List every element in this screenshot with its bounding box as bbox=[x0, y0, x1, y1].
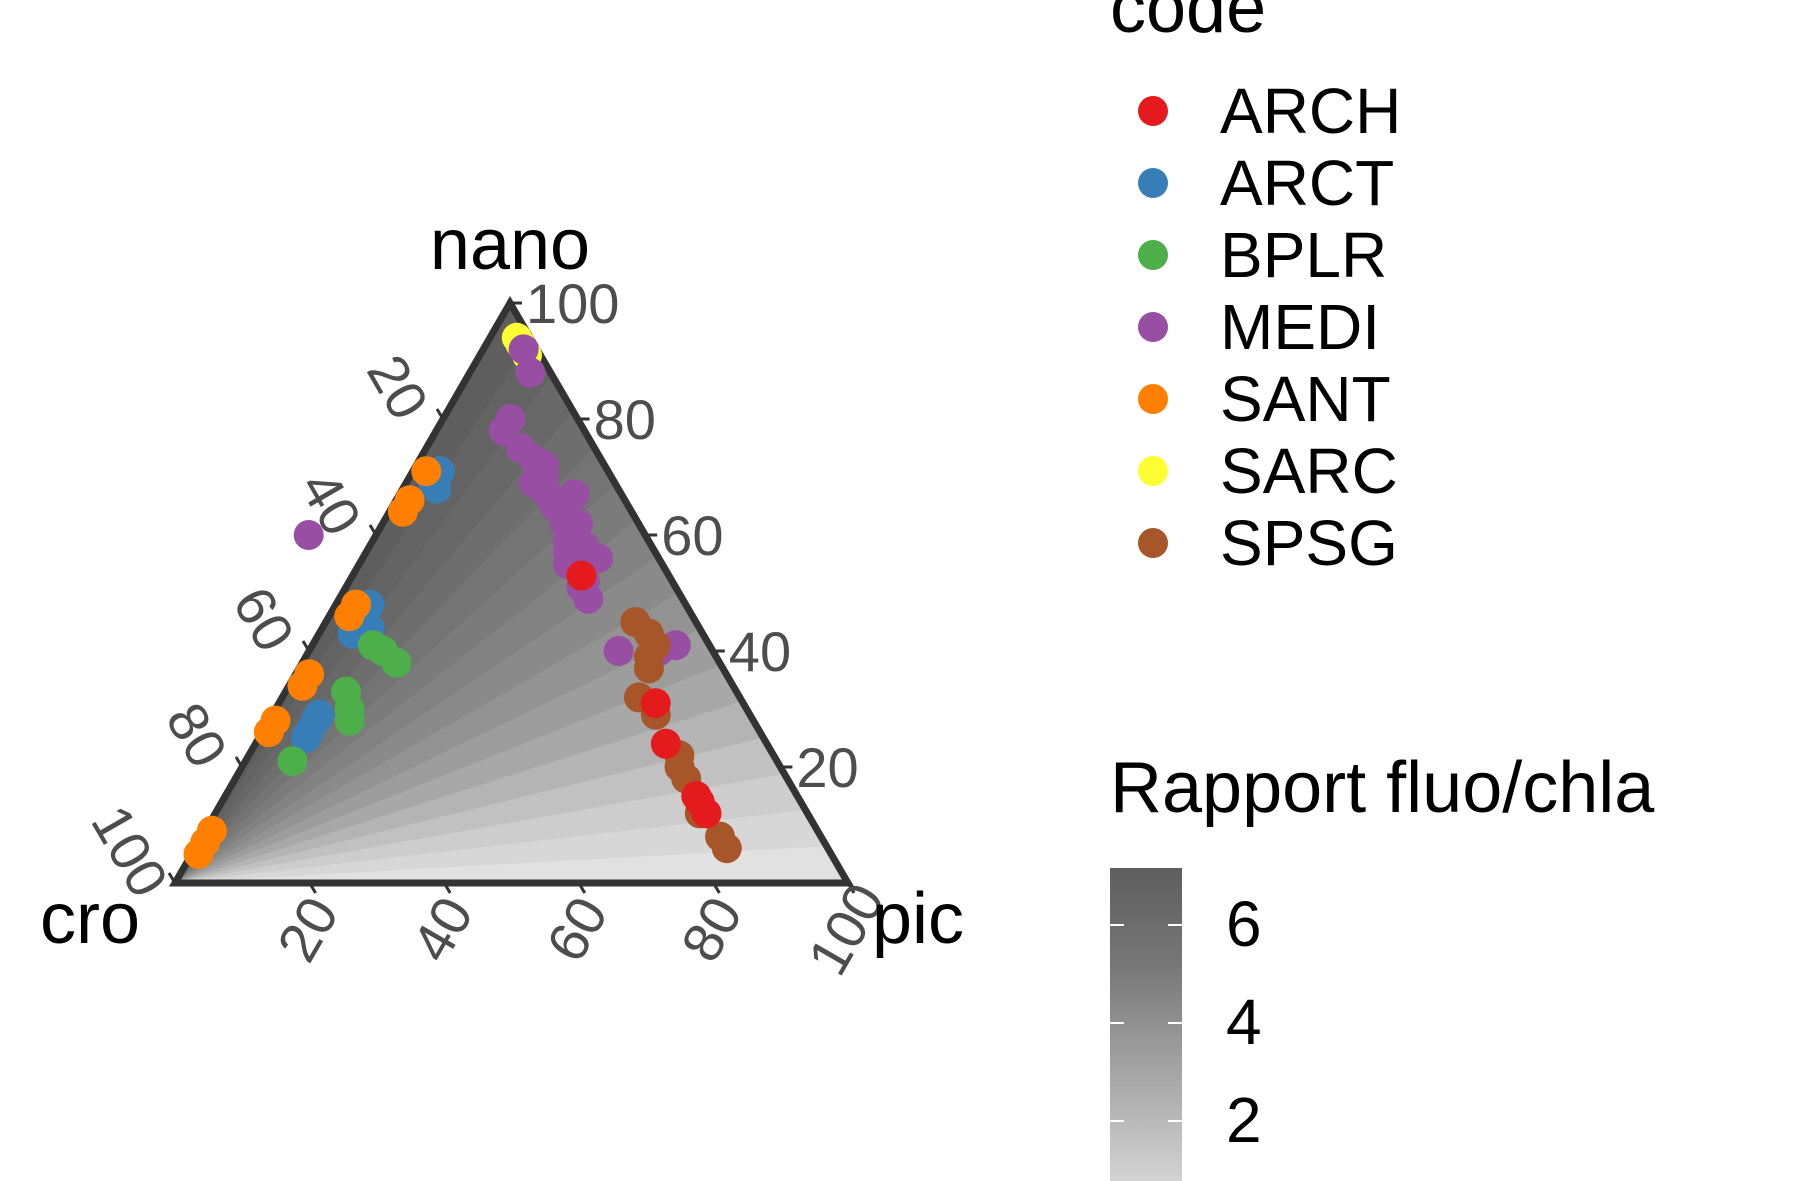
data-point-spsg bbox=[711, 833, 742, 864]
nano-tick-label: 80 bbox=[594, 388, 656, 451]
legend-label: SARC bbox=[1220, 435, 1398, 507]
data-point-medi bbox=[293, 520, 324, 550]
legend-label: SPSG bbox=[1220, 507, 1398, 579]
data-point-bplr bbox=[277, 746, 308, 777]
pico-tick-label: 80 bbox=[669, 886, 755, 971]
color-legend-title: code bbox=[1110, 0, 1267, 48]
ternary-frame bbox=[168, 296, 855, 887]
legend-key-dot bbox=[1138, 312, 1168, 342]
legend-item-sarc: SARC bbox=[1110, 439, 1710, 503]
nano-tick-label: 100 bbox=[526, 272, 619, 335]
apex-label-left: cro bbox=[40, 879, 140, 959]
data-point-arct bbox=[290, 723, 321, 753]
pico-tick-label: 20 bbox=[265, 886, 351, 971]
data-point-bplr bbox=[381, 647, 412, 678]
legend-item-arct: ARCT bbox=[1110, 151, 1710, 215]
legend-item-arch: ARCH bbox=[1110, 79, 1710, 143]
data-point-sant bbox=[183, 839, 214, 869]
colorbar-tick-label: 6 bbox=[1226, 888, 1262, 960]
nano-tick-label: 60 bbox=[661, 504, 723, 567]
legend-key-dot bbox=[1138, 168, 1168, 198]
legend-item-bplr: BPLR bbox=[1110, 223, 1710, 287]
data-point-spsg bbox=[633, 653, 664, 684]
data-point-arch bbox=[691, 798, 722, 829]
legend-label: BPLR bbox=[1220, 219, 1388, 291]
legend-key-dot bbox=[1138, 528, 1168, 558]
nano-tick-label: 20 bbox=[796, 736, 858, 799]
data-point-arch bbox=[650, 728, 681, 759]
legend-item-sant: SANT bbox=[1110, 367, 1710, 431]
legend-item-spsg: SPSG bbox=[1110, 511, 1710, 575]
apex-label-right: pic bbox=[872, 879, 964, 959]
pico-tick-label: 40 bbox=[399, 886, 485, 971]
legend-key-dot bbox=[1138, 456, 1168, 486]
legend-key-dot bbox=[1138, 384, 1168, 414]
data-point-medi bbox=[515, 357, 546, 388]
colorbar-tick-mark bbox=[1110, 1022, 1124, 1024]
colorbar-tick-mark bbox=[1110, 924, 1124, 926]
data-point-sant bbox=[253, 717, 284, 748]
fill-colorbar bbox=[1110, 868, 1182, 1181]
legend-item-medi: MEDI bbox=[1110, 295, 1710, 359]
pico-tick-label: 60 bbox=[534, 886, 620, 971]
data-point-medi bbox=[508, 334, 539, 365]
legend-key-dot bbox=[1138, 96, 1168, 126]
data-point-sant bbox=[287, 670, 318, 701]
colorbar-tick-label: 4 bbox=[1226, 986, 1262, 1058]
colorbar-tick-mark bbox=[1110, 1120, 1124, 1122]
data-point-medi bbox=[573, 583, 604, 614]
data-point-sant bbox=[387, 496, 418, 527]
data-point-sant bbox=[334, 601, 365, 632]
nano-tick-label: 40 bbox=[729, 620, 791, 683]
cro-tick-label: 60 bbox=[221, 576, 307, 661]
colorbar-tick-mark bbox=[1168, 924, 1182, 926]
data-point-medi bbox=[559, 479, 590, 510]
cro-tick-label: 80 bbox=[154, 692, 240, 777]
colorbar-tick-label: 2 bbox=[1226, 1084, 1262, 1156]
legend-key-dot bbox=[1138, 240, 1168, 270]
colorbar-tick-mark bbox=[1168, 1022, 1182, 1024]
data-point-arch bbox=[640, 688, 671, 719]
apex-label-top: nano bbox=[430, 205, 590, 285]
data-point-medi bbox=[562, 508, 593, 539]
cro-tick-label: 20 bbox=[355, 344, 441, 429]
data-point-arch bbox=[566, 560, 597, 591]
legend-label: ARCT bbox=[1220, 147, 1395, 219]
legend-label: ARCH bbox=[1220, 75, 1402, 147]
legend-label: MEDI bbox=[1220, 291, 1380, 363]
colorbar-tick-mark bbox=[1168, 1120, 1182, 1122]
legend-label: SANT bbox=[1220, 363, 1391, 435]
fill-legend-title: Rapport fluo/chla bbox=[1110, 748, 1655, 828]
data-points bbox=[183, 322, 742, 869]
data-point-medi bbox=[603, 636, 634, 666]
data-point-bplr bbox=[334, 705, 365, 736]
data-point-sant bbox=[411, 456, 442, 487]
